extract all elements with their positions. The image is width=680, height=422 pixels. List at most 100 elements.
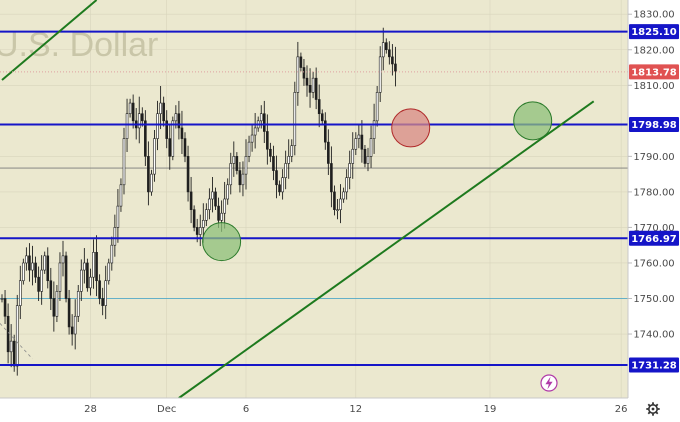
candle-body	[394, 63, 397, 72]
y-tick-label: 1750.00	[633, 294, 674, 305]
green-circle-marker[interactable]	[513, 101, 553, 141]
candle-body	[250, 134, 254, 143]
candle-body	[43, 255, 47, 271]
candle-body	[141, 113, 144, 122]
candle-body	[360, 134, 364, 150]
current-price-label: 1813.78	[631, 67, 677, 78]
x-axis-ticks: 28 Dec 6 12 19 26	[84, 404, 627, 415]
candle-body	[80, 269, 83, 292]
y-axis-ticks: 1740.00 1750.00 1760.00 1770.00 1780.00 1790.…	[628, 10, 675, 341]
gear-icon[interactable]	[646, 402, 660, 416]
candle-body	[6, 315, 10, 353]
candle-body	[3, 298, 7, 317]
candle-body	[83, 262, 86, 271]
candle-body	[253, 127, 257, 136]
lightning-icon[interactable]	[540, 374, 558, 392]
candle-body	[262, 113, 266, 132]
candlesticks	[0, 27, 397, 376]
candle-body	[235, 156, 239, 171]
candle-body	[378, 56, 382, 93]
candle-body	[375, 92, 379, 122]
candle-body	[226, 184, 229, 200]
candle-body	[381, 42, 385, 58]
candle-body	[159, 102, 162, 115]
candle-body	[281, 177, 284, 193]
candle-body	[214, 191, 217, 207]
candle-body	[101, 298, 104, 306]
candle-body	[55, 291, 59, 317]
candle-body	[150, 173, 153, 193]
candle-body	[198, 227, 202, 235]
candle-body	[104, 280, 107, 306]
candle-body	[266, 131, 269, 150]
candle-body	[308, 84, 312, 93]
markers[interactable]	[202, 101, 553, 262]
candle-body	[95, 252, 98, 282]
candle-body	[330, 163, 333, 193]
candle-body	[247, 141, 251, 157]
candle-body	[296, 56, 300, 93]
trendlines[interactable]	[0, 0, 595, 399]
candle-body	[211, 191, 214, 200]
candle-body	[311, 77, 315, 93]
candle-body	[269, 148, 272, 157]
candle-body	[192, 209, 196, 228]
y-tick-label: 1820.00	[633, 45, 674, 56]
candle-body	[58, 262, 62, 292]
candle-body	[238, 170, 242, 186]
level-label: 1825.10	[631, 27, 677, 38]
candle-body	[28, 255, 31, 271]
candle-body	[168, 138, 172, 157]
x-tick-label: 19	[484, 404, 497, 415]
candle-body	[89, 276, 92, 289]
green-circle-marker[interactable]	[202, 222, 242, 262]
candle-body	[131, 102, 135, 122]
candle-body	[31, 262, 34, 271]
candle-body	[372, 120, 376, 139]
candle-body	[317, 99, 321, 115]
candle-body	[229, 163, 233, 186]
candle-body	[180, 127, 184, 139]
candle-body	[46, 255, 50, 282]
candle-body	[98, 280, 101, 299]
candle-body	[305, 77, 309, 86]
level-label: 1731.28	[631, 361, 677, 372]
candle-body	[384, 42, 388, 51]
candle-body	[323, 120, 327, 143]
trendline[interactable]	[178, 100, 595, 399]
candle-body	[144, 120, 147, 157]
candle-body	[0, 298, 4, 300]
plot-area[interactable]	[0, 0, 628, 398]
candle-body	[333, 191, 336, 210]
candle-body	[73, 315, 77, 335]
candle-body	[156, 113, 159, 139]
candle-body	[339, 198, 342, 210]
candle-body	[22, 262, 25, 282]
candle-body	[293, 92, 297, 146]
candle-body	[128, 102, 132, 115]
y-tick-label: 1810.00	[633, 81, 674, 92]
candle-body	[348, 163, 352, 178]
candle-body	[241, 173, 245, 186]
candle-body	[369, 138, 373, 157]
candle-body	[220, 212, 223, 221]
time-axis[interactable]	[0, 398, 680, 422]
candle-body	[70, 326, 74, 335]
trendline[interactable]	[1, 0, 98, 81]
candle-body	[125, 113, 129, 139]
candle-body	[314, 77, 318, 100]
current-price-badge	[629, 64, 679, 80]
candle-body	[232, 156, 236, 164]
level-badge	[629, 24, 679, 40]
candle-body	[327, 141, 330, 164]
candle-body	[174, 113, 178, 122]
candle-body	[388, 49, 391, 58]
x-tick-label: 6	[243, 404, 249, 415]
candle-body	[351, 148, 355, 164]
level-labels: 1825.10 1798.98 1766.97 1731.28 1813.78	[629, 24, 679, 373]
candle-body	[86, 262, 89, 289]
candle-body	[64, 255, 68, 299]
red-circle-marker[interactable]	[391, 108, 431, 148]
candle-body	[205, 209, 208, 221]
